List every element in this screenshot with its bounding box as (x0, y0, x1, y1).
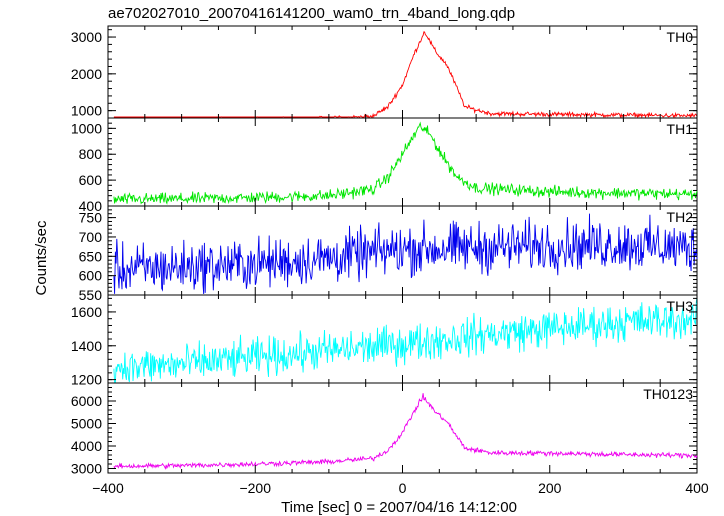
y-tick-label: 1400 (71, 338, 102, 354)
panel-label: TH0 (667, 29, 694, 45)
panel-frame (107, 382, 698, 474)
panel-th0123: 3000 4000 5000 6000 TH0123 (71, 382, 698, 477)
y-tick-label: 1200 (71, 372, 102, 388)
series-line-th0 (113, 31, 698, 119)
y-tick-label: 600 (79, 268, 103, 284)
x-axis: −400 −200 0 200 400 (92, 480, 709, 496)
x-axis-title: Time [sec] 0 = 2007/04/16 14:12:00 (281, 499, 517, 516)
y-tick-label: 700 (79, 229, 103, 245)
panel-th0: 1000 2000 3000 TH0 (71, 25, 698, 119)
series-line-th0123 (113, 393, 698, 470)
x-tick-label: −200 (239, 480, 271, 496)
y-tick-label: 3000 (71, 29, 102, 45)
series-line-th3 (113, 296, 698, 383)
panel-th2: 550 600 650 700 750 TH2 (79, 205, 698, 303)
panels: 1000 2000 3000 TH0 400 600 800 1000 TH1 550 600 650… (71, 25, 698, 477)
panel-label: TH2 (667, 209, 694, 225)
panel-label: TH3 (667, 298, 694, 314)
x-tick-label: −400 (92, 480, 124, 496)
y-tick-label: 2000 (71, 66, 102, 82)
chart-title: ae702027010_20070416141200_wam0_trn_4ban… (108, 5, 515, 22)
y-tick-label: 4000 (71, 438, 102, 454)
y-tick-label: 1000 (71, 103, 102, 119)
panel-frame (107, 25, 698, 119)
x-tick-label: 400 (685, 480, 709, 496)
y-tick-label: 1000 (71, 120, 102, 136)
y-tick-label: 3000 (71, 461, 102, 477)
y-tick-label: 750 (79, 210, 103, 226)
y-tick-label: 400 (79, 198, 103, 214)
x-tick-label: 200 (538, 480, 562, 496)
y-tick-label: 6000 (71, 393, 102, 409)
y-tick-label: 1600 (71, 304, 102, 320)
y-tick-label: 650 (79, 248, 103, 264)
series-line-th2 (113, 213, 698, 295)
y-tick-label: 550 (79, 287, 103, 303)
series-line-th1 (113, 121, 698, 205)
panel-th3: 1200 1400 1600 TH3 (71, 294, 698, 388)
y-tick-label: 600 (79, 172, 103, 188)
y-tick-label: 5000 (71, 416, 102, 432)
panel-label: TH1 (667, 121, 694, 137)
y-axis-title: Counts/sec (33, 220, 50, 296)
panel-frame (107, 294, 698, 384)
y-tick-label: 800 (79, 146, 103, 162)
x-tick-label: 0 (399, 480, 407, 496)
panel-frame (107, 205, 698, 296)
panel-label: TH0123 (643, 386, 693, 402)
panel-th1: 400 600 800 1000 TH1 (71, 117, 698, 214)
